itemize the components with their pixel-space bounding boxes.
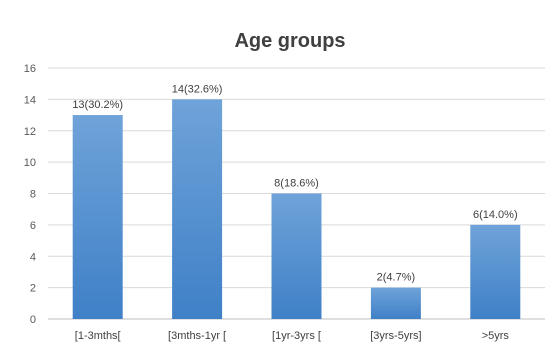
bar — [72, 115, 123, 319]
bar — [470, 224, 521, 319]
x-tick-label: [1yr-3yrs [ — [272, 330, 321, 342]
data-label: 6(14.0%) — [473, 209, 518, 221]
y-tick-label: 0 — [30, 314, 36, 326]
data-label: 14(32.6%) — [172, 83, 223, 95]
chart-title: Age groups — [234, 30, 345, 52]
bar — [370, 287, 421, 319]
x-tick-label: [3yrs-5yrs] — [370, 330, 421, 342]
bar — [172, 99, 223, 319]
x-tick-label: [3mths-1yr [ — [168, 330, 226, 342]
y-tick-label: 2 — [30, 283, 36, 295]
y-tick-label: 4 — [30, 251, 36, 263]
x-axis-ticks: [1-3mths[ [3mths-1yr [ [1yr-3yrs [ [3yrs-5y… — [75, 330, 510, 342]
data-label: 8(18.6%) — [274, 178, 319, 190]
x-tick-label: [1-3mths[ — [75, 330, 121, 342]
data-label: 13(30.2%) — [72, 99, 123, 111]
y-tick-label: 12 — [24, 126, 36, 138]
y-tick-label: 10 — [24, 157, 36, 169]
y-axis-ticks: 0 2 4 6 8 10 12 14 16 — [24, 63, 36, 326]
y-tick-label: 16 — [24, 63, 36, 75]
x-tick-label: >5yrs — [482, 330, 510, 342]
y-tick-label: 8 — [30, 189, 36, 201]
y-tick-label: 6 — [30, 220, 36, 232]
y-tick-label: 14 — [24, 94, 36, 106]
data-labels: 13(30.2%) 14(32.6%) 8(18.6%) 2(4.7%) 6(14.0%… — [72, 83, 517, 283]
data-label: 2(4.7%) — [377, 272, 416, 284]
bar — [271, 193, 322, 319]
bars — [72, 99, 521, 319]
